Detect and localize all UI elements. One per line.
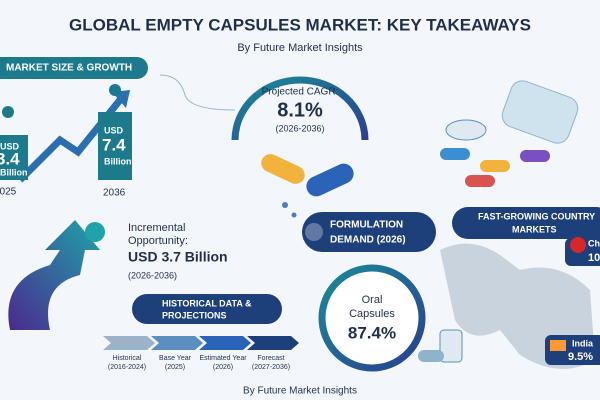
country-value: 10 <box>588 252 600 264</box>
subtitle: By Future Market Insights <box>237 42 363 54</box>
section-heading: HISTORICAL DATA & <box>162 298 252 308</box>
timeline-label: Historical <box>113 355 142 362</box>
cagr-arc <box>231 76 369 141</box>
country-name: India <box>572 338 594 348</box>
section-pill <box>452 207 600 239</box>
unit: USD <box>104 125 124 135</box>
formulation-label: Capsules <box>349 308 395 320</box>
section-heading: MARKET SIZE & GROWTH <box>6 63 132 74</box>
section-pill <box>302 212 436 252</box>
cagr-period: (2026-2036) <box>275 123 324 133</box>
timeline-step <box>199 336 251 350</box>
section-pill <box>0 57 148 79</box>
person-icon <box>2 106 14 118</box>
section-pill <box>132 294 282 324</box>
bottle-icon <box>439 329 463 363</box>
capsule <box>306 163 354 197</box>
granule <box>291 212 297 218</box>
cap <box>445 119 487 141</box>
capsule <box>440 148 470 160</box>
timeline-step <box>151 336 203 350</box>
value: 3.4 <box>0 149 20 168</box>
capsule <box>520 150 550 162</box>
dollar-icon <box>85 222 105 242</box>
capsule <box>480 160 510 172</box>
incremental-label: Opportunity: <box>128 235 188 247</box>
section-heading: FORMULATION <box>330 220 403 231</box>
country-name: Chi <box>588 238 600 248</box>
footer: By Future Market Insights <box>243 386 357 397</box>
formulation-label: Oral <box>362 294 383 306</box>
granule <box>282 202 288 208</box>
timeline-step <box>103 336 155 350</box>
title: GLOBAL EMPTY CAPSULES MARKET: KEY TAKEAW… <box>69 15 531 34</box>
cagr-label: Projected CAGR: <box>262 87 339 98</box>
timeline-period: (2016-2024) <box>108 364 146 371</box>
connector <box>159 74 236 111</box>
opportunity-arrow <box>8 220 100 330</box>
person-icon <box>109 84 121 96</box>
timeline-label: Base Year <box>159 355 192 362</box>
donut <box>318 264 426 372</box>
bar <box>98 112 132 180</box>
flag <box>550 340 566 351</box>
value: 7.4 <box>102 135 126 154</box>
timeline-period: (2027-2036) <box>252 364 290 371</box>
timeline: Historical (2016-2024) Base Year (2025) Esti… <box>103 336 299 371</box>
year: 2036 <box>103 188 126 199</box>
capsule <box>261 154 305 184</box>
timeline-label: Estimated Year <box>199 355 247 362</box>
unit: USD <box>0 141 20 151</box>
timeline-period: (2026) <box>213 364 233 371</box>
icon <box>305 223 323 241</box>
timeline-step <box>247 336 299 350</box>
bottle <box>501 80 579 144</box>
section-heading: FAST-GROWING COUNTRY <box>478 211 595 221</box>
timeline-period: (2025) <box>165 364 185 371</box>
formulation-value: 87.4% <box>348 323 396 342</box>
country-value: 9.5% <box>568 351 593 363</box>
capsule <box>465 175 495 187</box>
pill-icon <box>418 350 444 362</box>
incremental-period: (2026-2036) <box>128 270 177 280</box>
flag <box>570 237 586 253</box>
section-heading: PROJECTIONS <box>162 310 227 320</box>
section-heading: DEMAND (2026) <box>330 235 406 246</box>
year: 2025 <box>0 187 17 198</box>
scale: Billion <box>104 156 132 166</box>
incremental-value: USD 3.7 Billion <box>128 249 228 265</box>
section-heading: MARKETS <box>512 224 557 234</box>
incremental-label: Incremental <box>128 222 185 234</box>
timeline-label: Forecast <box>257 355 284 362</box>
scale: Billion <box>0 167 28 177</box>
capsule-illustration <box>261 80 579 218</box>
bar <box>0 135 28 180</box>
cagr-value: 8.1% <box>277 99 323 121</box>
